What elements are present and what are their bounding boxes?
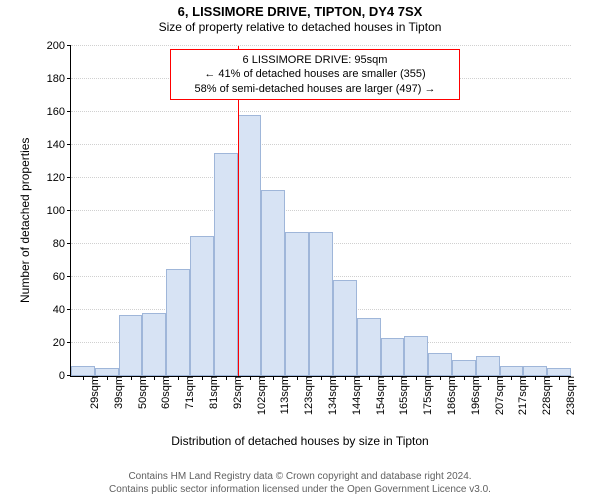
x-tick-mark — [511, 376, 512, 380]
histogram-bar — [452, 360, 476, 377]
histogram-bar — [500, 366, 524, 376]
info-line-1: 6 LISSIMORE DRIVE: 95sqm — [177, 53, 453, 67]
x-tick-label: 144sqm — [349, 376, 363, 415]
x-tick-mark — [392, 376, 393, 380]
info-box: 6 LISSIMORE DRIVE: 95sqm ← 41% of detach… — [170, 49, 460, 100]
histogram-bar — [238, 115, 262, 376]
y-tick-label: 200 — [47, 40, 71, 52]
x-tick-mark — [559, 376, 560, 380]
x-tick-mark — [369, 376, 370, 380]
histogram-bar — [523, 366, 547, 376]
x-tick-label: 92sqm — [230, 376, 244, 409]
x-tick-label: 165sqm — [396, 376, 410, 415]
x-axis-label: Distribution of detached houses by size … — [0, 434, 600, 448]
y-tick-label: 60 — [53, 271, 71, 283]
x-tick-mark — [321, 376, 322, 380]
histogram-bar — [428, 353, 452, 376]
page-subtitle: Size of property relative to detached ho… — [0, 20, 600, 34]
x-tick-label: 39sqm — [111, 376, 125, 409]
footnote: Contains HM Land Registry data © Crown c… — [0, 471, 600, 496]
x-tick-mark — [297, 376, 298, 380]
y-tick-label: 40 — [53, 304, 71, 316]
x-tick-mark — [345, 376, 346, 380]
y-tick-label: 20 — [53, 337, 71, 349]
x-tick-label: 154sqm — [373, 376, 387, 415]
x-tick-mark — [178, 376, 179, 380]
histogram-bar — [309, 232, 333, 376]
histogram-bar — [476, 356, 500, 376]
x-tick-mark — [273, 376, 274, 380]
page-title: 6, LISSIMORE DRIVE, TIPTON, DY4 7SX — [0, 0, 600, 20]
x-tick-label: 113sqm — [277, 376, 291, 414]
y-tick-label: 120 — [47, 172, 71, 184]
x-tick-label: 186sqm — [444, 376, 458, 415]
histogram-bar — [190, 236, 214, 376]
y-tick-label: 140 — [47, 139, 71, 151]
grid-line — [71, 111, 571, 112]
histogram-bar — [357, 318, 381, 376]
histogram-bar — [547, 368, 571, 376]
histogram-bar — [142, 313, 166, 376]
x-tick-mark — [131, 376, 132, 380]
x-tick-label: 123sqm — [301, 376, 315, 415]
y-tick-label: 0 — [59, 370, 71, 382]
x-tick-label: 134sqm — [325, 376, 339, 415]
grid-line — [71, 177, 571, 178]
histogram-bar — [214, 153, 238, 376]
info-line-3: 58% of semi-detached houses are larger (… — [177, 82, 453, 96]
histogram-bar — [261, 190, 285, 376]
x-tick-label: 71sqm — [182, 376, 196, 409]
x-tick-label: 228sqm — [539, 376, 553, 415]
histogram-bar — [119, 315, 143, 376]
histogram-bar — [285, 232, 309, 376]
histogram-bar — [404, 336, 428, 376]
x-tick-mark — [464, 376, 465, 380]
x-tick-label: 217sqm — [515, 376, 529, 415]
x-tick-label: 50sqm — [135, 376, 149, 409]
histogram-bar — [95, 368, 119, 376]
x-tick-mark — [83, 376, 84, 380]
x-tick-mark — [488, 376, 489, 380]
histogram-bar — [166, 269, 190, 376]
x-tick-mark — [202, 376, 203, 380]
histogram-bar — [71, 366, 95, 376]
grid-line — [71, 45, 571, 46]
grid-line — [71, 144, 571, 145]
grid-line — [71, 210, 571, 211]
x-tick-mark — [440, 376, 441, 380]
y-tick-label: 160 — [47, 106, 71, 118]
x-tick-mark — [416, 376, 417, 380]
y-tick-label: 80 — [53, 238, 71, 250]
x-tick-label: 60sqm — [158, 376, 172, 409]
x-tick-mark — [250, 376, 251, 380]
x-tick-label: 207sqm — [492, 376, 506, 415]
x-tick-label: 175sqm — [420, 376, 434, 415]
x-tick-mark — [154, 376, 155, 380]
footnote-line-1: Contains HM Land Registry data © Crown c… — [0, 471, 600, 484]
x-tick-label: 102sqm — [254, 376, 268, 415]
x-tick-label: 81sqm — [206, 376, 220, 409]
x-tick-mark — [226, 376, 227, 380]
histogram-bar — [333, 280, 357, 376]
y-tick-label: 100 — [47, 205, 71, 217]
footnote-line-2: Contains public sector information licen… — [0, 484, 600, 497]
x-tick-label: 238sqm — [563, 376, 577, 415]
x-tick-mark — [535, 376, 536, 380]
info-line-2: ← 41% of detached houses are smaller (35… — [177, 67, 453, 81]
y-tick-label: 180 — [47, 73, 71, 85]
histogram-bar — [381, 338, 405, 376]
y-axis-label: Number of detached properties — [18, 138, 32, 303]
x-tick-label: 29sqm — [87, 376, 101, 409]
x-tick-label: 196sqm — [468, 376, 482, 415]
x-tick-mark — [107, 376, 108, 380]
